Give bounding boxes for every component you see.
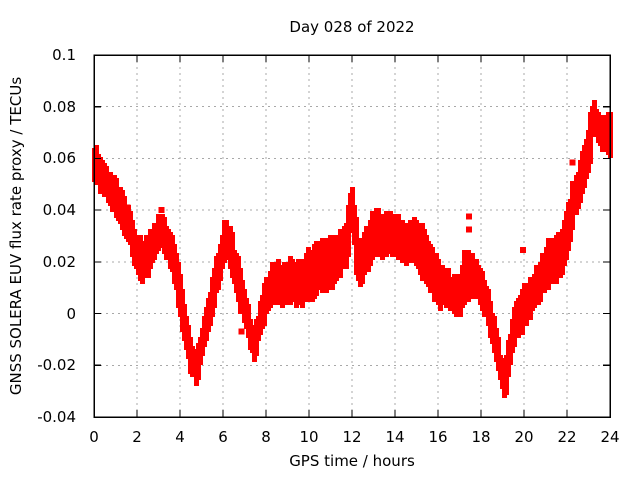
outlier-point-square (238, 328, 245, 335)
x-tick-label: 12 (342, 428, 362, 446)
y-tick-label: -0.02 (37, 356, 76, 375)
y-tick-label: 0 (66, 304, 76, 323)
y-tick-label: 0.06 (42, 149, 76, 168)
x-tick-label: 10 (299, 428, 319, 446)
x-tick-label: 16 (428, 428, 448, 446)
outlier-point-square (158, 207, 165, 214)
x-tick-label: 22 (557, 428, 577, 446)
x-axis-label: GPS time / hours (289, 452, 415, 470)
y-tick-label: 0.1 (52, 46, 76, 64)
x-tick-label: 4 (175, 428, 185, 446)
y-tick-label: 0.04 (42, 201, 76, 220)
x-tick-label: 8 (261, 428, 271, 446)
outlier-point-square (569, 159, 576, 166)
outlier-point-square (466, 226, 473, 233)
data-points-scatter (92, 100, 613, 398)
chart-title: Day 028 of 2022 (289, 18, 415, 36)
y-axis-label: GNSS SOLERA EUV flux rate proxy / TECUs (7, 76, 25, 396)
x-tick-label: 0 (89, 428, 99, 446)
y-tick-label: 0.08 (42, 97, 76, 116)
outlier-point-square (124, 204, 131, 211)
x-tick-label: 24 (600, 428, 620, 446)
x-tick-label: 20 (514, 428, 534, 446)
y-tick-label: -0.04 (37, 408, 76, 426)
x-tick-label: 18 (471, 428, 491, 446)
outlier-point-square (466, 213, 473, 220)
x-tick-label: 6 (218, 428, 228, 446)
x-tick-label: 2 (132, 428, 142, 446)
y-tick-label: 0.02 (42, 252, 76, 271)
outlier-point-square (519, 247, 526, 254)
x-tick-label: 14 (385, 428, 405, 446)
axes-border-and-ticks (93, 54, 611, 418)
